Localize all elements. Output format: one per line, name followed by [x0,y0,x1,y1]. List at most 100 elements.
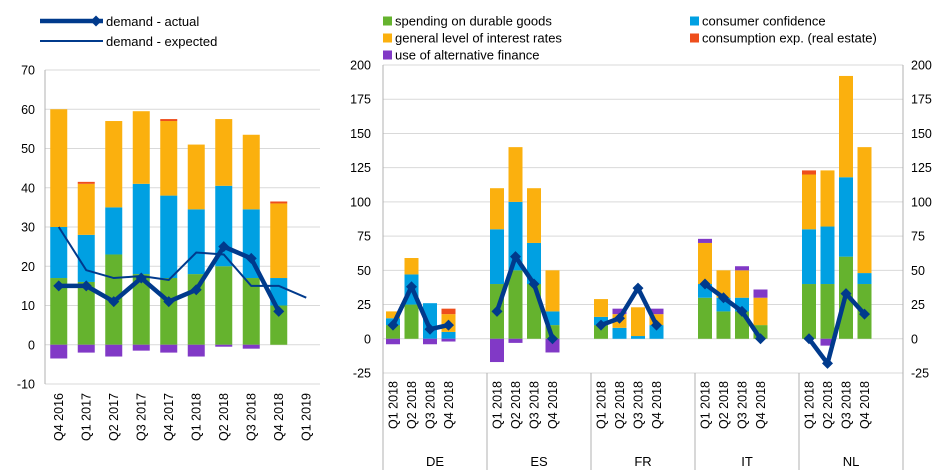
right-actual-point-0-0 [387,319,399,331]
right-line-actual-3 [703,282,763,341]
left-y-tick-label: 70 [21,64,35,78]
right-bar-3-0-seg-2 [698,242,712,285]
legend-label-2: general level of interest rates [395,31,562,46]
right-actual-point-1-3 [547,333,558,345]
right-x-tick-label: Q4 2018 [442,381,456,429]
left-bar-4-seg-0 [160,278,178,345]
left-bar-8-seg-0 [270,305,288,345]
right-x-tick-label: Q1 2018 [386,381,400,429]
legend-label-3: consumption exp. (real estate) [702,31,877,46]
right-bar-3-0-seg-4 [698,238,712,243]
right-bar-3-2-seg-4 [735,266,749,271]
legend-label-0: spending on durable goods [395,14,552,29]
right-bar-4-1-seg-1 [820,226,835,285]
right-y-tick-label-right: 175 [911,93,932,107]
right-bar-2-2-seg-1 [631,336,645,339]
left-bar-1-seg-1 [77,234,95,282]
right-bar-1-1-seg-4 [508,338,523,343]
left-actual-point-0 [53,280,65,292]
right-x-tick-label: Q1 2018 [594,381,608,429]
left-bar-7-seg-0 [242,278,260,345]
legend-swatch-0 [383,16,392,26]
left-bar-1-seg-4 [77,344,95,353]
right-actual-point-4-2 [840,288,852,300]
right-bar-0-2-seg-4 [423,338,437,345]
right-bar-1-1-seg-2 [508,147,523,202]
right-x-tick-label: Q4 2018 [858,381,872,429]
right-bar-0-0-seg-2 [386,311,400,319]
right-bar-1-1-seg-1 [508,201,523,271]
right-actual-point-4-3 [859,308,870,320]
left-actual-point-4 [163,296,175,308]
right-actual-point-2-1 [614,312,625,324]
left-x-tick-label: Q1 2018 [190,393,204,441]
right-bar-0-3-seg-4 [441,338,456,342]
left-actual-point-3 [135,272,147,284]
right-actual-point-2-0 [595,319,607,331]
right-bar-3-1-seg-2 [716,270,731,298]
left-y-tick-label: 20 [21,260,35,274]
right-bar-1-0-seg-4 [490,338,504,363]
right-bar-1-2-seg-1 [527,242,541,285]
right-bar-2-3-seg-4 [649,308,664,315]
right-bar-3-1-seg-0 [716,311,731,339]
left-bar-7-seg-4 [242,344,260,349]
right-bar-4-1-seg-0 [820,284,835,339]
left-x-tick-label: Q1 2017 [80,393,94,441]
left-x-tick-label: Q2 2018 [217,393,231,441]
left-x-tick-label: Q4 2018 [272,393,286,441]
right-bar-1-0-seg-2 [490,188,504,230]
right-x-tick-label: Q2 2018 [821,381,835,429]
legend-label-4: use of alternative finance [395,48,540,63]
left-bar-2-seg-4 [105,344,123,357]
left-bar-4-seg-3 [160,119,178,122]
left-bar-0-seg-2 [50,109,68,227]
right-bar-4-0-seg-3 [802,170,816,175]
right-actual-point-2-3 [651,319,662,331]
left-bar-3-seg-1 [132,183,150,275]
right-x-tick-label: Q2 2018 [509,381,523,429]
right-line-actual-2 [600,285,659,328]
left-bar-7-seg-1 [242,209,260,279]
left-line-expected [57,226,307,299]
left-bar-1-seg-2 [77,183,95,235]
left-bar-2-seg-2 [105,121,123,208]
right-bar-3-0-seg-0 [698,297,712,339]
right-bar-0-0-seg-0 [386,325,400,339]
right-line-actual-0 [390,284,449,332]
right-bar-1-3-seg-2 [545,270,560,312]
right-bar-2-2-seg-2 [631,307,645,337]
right-bar-4-0-seg-0 [802,284,816,339]
right-group-label: NL [843,454,860,469]
right-actual-point-3-1 [718,292,729,304]
left-bar-7-seg-2 [242,134,260,210]
right-actual-point-2-2 [632,282,644,294]
right-y-tick-label-left: 25 [357,298,371,312]
left-y-tick-label: 30 [21,221,35,235]
right-actual-point-3-3 [755,333,766,345]
left-bar-4-seg-4 [160,344,178,353]
right-bar-2-0-seg-0 [594,325,608,339]
left-actual-point-5 [190,284,202,296]
left-bar-8-seg-3 [270,201,288,204]
left-bar-0-seg-0 [50,278,68,345]
right-bar-0-3-seg-3 [441,308,456,315]
right-line-actual-1 [494,254,555,340]
left-bar-3-seg-0 [132,274,150,345]
right-chart: -25 -25 0 0 25 25 50 50 75 75 100 100 125 125 150 150 17… [350,14,932,470]
right-y-tick-label-right: 100 [911,195,932,209]
legend-swatch-3 [690,33,699,43]
right-x-tick-label: Q3 2018 [631,381,645,429]
left-bar-8-seg-2 [270,203,288,279]
right-x-tick-label: Q1 2018 [490,381,504,429]
right-bar-4-1-seg-4 [820,338,835,346]
left-bar-1-seg-0 [77,281,95,345]
right-y-tick-label-right: 125 [911,161,932,175]
right-actual-point-1-1 [510,251,521,263]
right-bar-0-0-seg-4 [386,338,400,345]
right-group-label: FR [634,454,651,469]
right-bar-0-1-seg-2 [404,258,419,275]
right-bar-4-0-seg-2 [802,174,816,230]
right-x-tick-label: Q2 2018 [405,381,419,429]
